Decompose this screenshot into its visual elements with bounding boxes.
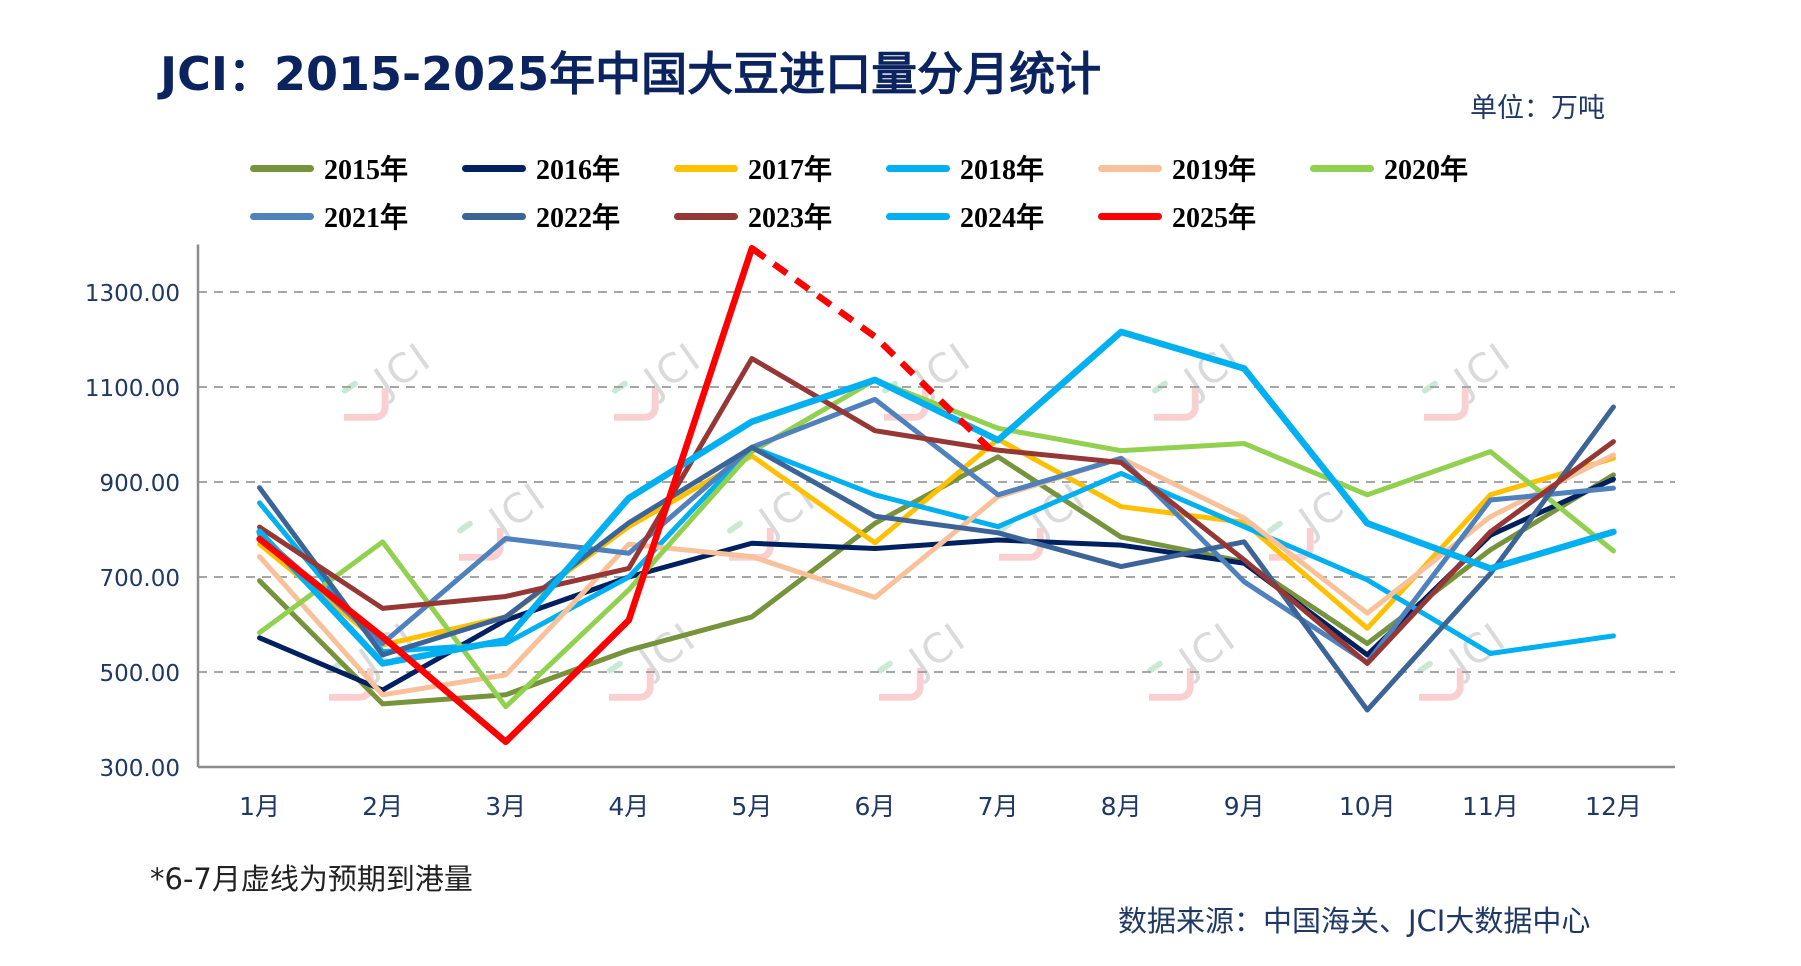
x-axis-ticks: 1月 2月 3月 4月 5月 6月 7月 8月 9月 10月 11月 12月 (239, 792, 1642, 821)
legend-label: 2019年 (1172, 155, 1257, 186)
legend-label: 2020年 (1384, 155, 1469, 186)
x-tick-label: 5月 (731, 792, 772, 821)
legend-swatch (1098, 212, 1162, 220)
chart-title: JCI：2015-2025年中国大豆进口量分月统计 (160, 47, 1102, 101)
series-2023年 (257, 356, 1616, 666)
series-2024年 (256, 328, 1617, 667)
x-tick-label: 11月 (1462, 792, 1519, 821)
legend-label: 2016年 (536, 155, 621, 186)
x-tick-label: 10月 (1339, 792, 1396, 821)
legend-item: 2024年 (886, 198, 1044, 234)
unit-label: 单位：万吨 (1470, 93, 1605, 124)
axes (196, 244, 1675, 769)
x-tick-label: 9月 (1224, 792, 1265, 821)
legend-item: 2021年 (250, 198, 408, 234)
legend-item: 2025年 (1098, 198, 1256, 234)
legend-label: 2015年 (324, 155, 409, 186)
legend-swatch (886, 164, 950, 172)
y-tick-label: 700.00 (100, 566, 180, 592)
legend-item: 2016年 (462, 150, 620, 186)
y-tick-label: 300.00 (100, 756, 180, 782)
series-2025年 (256, 245, 1001, 746)
series-line (256, 328, 1617, 667)
series-line (257, 404, 1616, 713)
x-tick-label: 6月 (855, 792, 896, 821)
y-tick-label: 1100.00 (85, 376, 180, 402)
footnote: *6-7月虚线为预期到港量 (150, 862, 473, 896)
legend-item: 2020年 (1310, 150, 1468, 186)
series-line (257, 356, 1616, 666)
legend-label: 2021年 (324, 203, 409, 234)
x-tick-label: 12月 (1585, 792, 1642, 821)
legend-swatch (674, 212, 738, 220)
legend-item: 2015年 (250, 150, 408, 186)
y-tick-label: 1300.00 (85, 281, 180, 307)
legend-swatch (250, 212, 314, 220)
x-tick-label: 2月 (362, 792, 403, 821)
series-line (257, 377, 1616, 710)
series-2022年 (257, 404, 1616, 713)
series-line (257, 396, 1616, 665)
legend-item: 2018年 (886, 150, 1044, 186)
x-tick-label: 7月 (978, 792, 1019, 821)
x-tick-label: 3月 (485, 792, 526, 821)
series-lines (256, 245, 1617, 746)
legend-item: 2022年 (462, 198, 620, 234)
legend-swatch (462, 164, 526, 172)
legend-label: 2018年 (960, 155, 1045, 186)
grid-lines (198, 291, 1675, 673)
legend-label: 2025年 (1172, 203, 1257, 234)
legend-item: 2017年 (674, 150, 832, 186)
legend-swatch (462, 212, 526, 220)
data-source: 数据来源：中国海关、JCI大数据中心 (1118, 904, 1591, 938)
legend-swatch (886, 212, 950, 220)
y-tick-label: 500.00 (100, 661, 180, 687)
legend-swatch (1098, 164, 1162, 172)
y-axis-ticks: 300.00 500.00 700.00 900.00 1100.00 1300.00 (85, 281, 180, 782)
legend-label: 2023年 (748, 203, 833, 234)
legend-swatch (1310, 164, 1374, 172)
legend-swatch (250, 164, 314, 172)
legend-item: 2019年 (1098, 150, 1256, 186)
legend-item: 2023年 (674, 198, 832, 234)
legend-swatch (674, 164, 738, 172)
y-tick-label: 900.00 (100, 471, 180, 497)
x-tick-label: 1月 (239, 792, 280, 821)
x-tick-label: 8月 (1101, 792, 1142, 821)
x-tick-label: 4月 (608, 792, 649, 821)
legend-label: 2024年 (960, 203, 1045, 234)
legend-label: 2017年 (748, 155, 833, 186)
legend-label: 2022年 (536, 203, 621, 234)
